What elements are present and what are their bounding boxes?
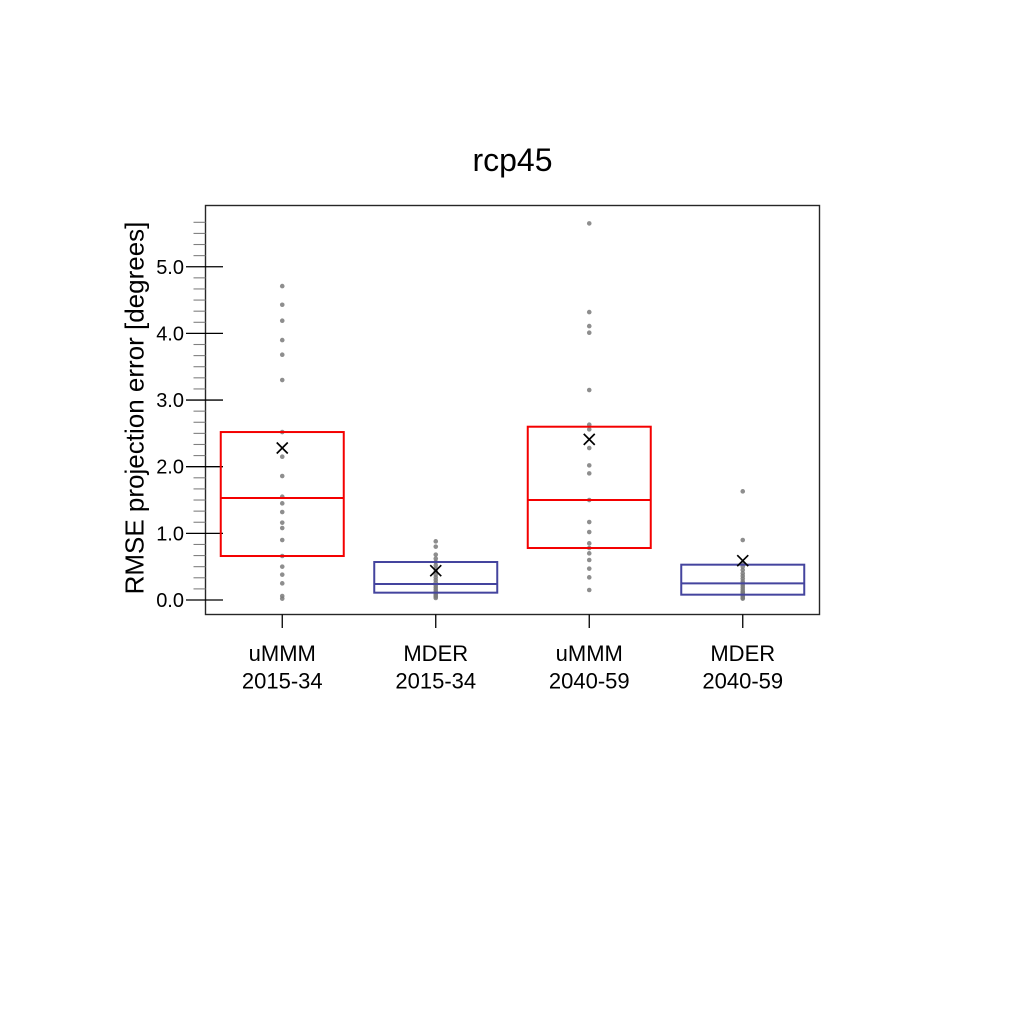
data-point: [586, 471, 592, 476]
y-axis: 0.0 1.0 2.0 3.0 4.0 5.0: [156, 221, 223, 612]
x-group-label-line1: uMMM: [556, 641, 623, 666]
data-point: [433, 552, 439, 557]
boxplot-group-MDER-2015-34: MDER 2015-34: [373, 539, 499, 694]
boxplot-group-uMMM-2040-59: uMMM 2040-59: [526, 221, 652, 694]
data-point: [586, 309, 592, 315]
data-point: [740, 537, 746, 543]
y-tick-label: 0.0: [156, 590, 184, 612]
x-group-label-line1: MDER: [710, 641, 775, 666]
data-point: [740, 596, 746, 601]
data-point: [279, 473, 285, 479]
data-point: [586, 387, 592, 393]
iqr-box: [373, 561, 499, 594]
y-axis-title: RMSE projection error [degrees]: [119, 221, 150, 595]
data-point: [586, 566, 592, 571]
boxplot-group-uMMM-2015-34: uMMM 2015-34: [219, 283, 345, 694]
data-point: [586, 557, 592, 563]
data-point: [586, 587, 592, 593]
data-point: [586, 330, 592, 336]
data-point: [740, 567, 746, 573]
x-group-label-line1: MDER: [403, 641, 468, 666]
data-point: [279, 318, 285, 324]
x-group-label-line2: 2040-59: [702, 669, 783, 694]
chart-title: rcp45: [472, 142, 553, 178]
data-point: [586, 551, 592, 556]
data-point: [279, 596, 285, 601]
data-point: [279, 520, 285, 525]
data-point: [433, 544, 439, 549]
data-point: [279, 525, 285, 531]
data-point: [279, 454, 285, 460]
y-tick-label: 4.0: [156, 323, 184, 345]
data-point: [279, 537, 285, 543]
data-point: [279, 572, 285, 577]
data-points: [279, 283, 285, 601]
y-tick-label: 2.0: [156, 457, 184, 479]
data-point: [279, 283, 285, 289]
data-point: [586, 221, 592, 226]
data-point: [279, 302, 285, 308]
iqr-box: [680, 563, 806, 596]
x-group-label-line2: 2015-34: [395, 669, 476, 694]
data-points: [586, 221, 592, 593]
iqr-box: [219, 431, 345, 558]
data-point: [433, 595, 439, 601]
data-point: [586, 445, 592, 451]
y-tick-label: 3.0: [156, 390, 184, 412]
mean-x-marker: [429, 564, 442, 577]
data-point: [586, 463, 592, 468]
data-point: [279, 352, 285, 358]
data-point: [433, 556, 439, 561]
data-point: [279, 509, 285, 515]
data-point: [279, 337, 285, 343]
data-point: [586, 323, 592, 329]
data-point: [740, 489, 746, 494]
y-tick-label: 5.0: [156, 257, 184, 279]
plot-frame: [204, 204, 821, 616]
data-point: [279, 501, 285, 506]
y-tick-label: 1.0: [156, 523, 184, 545]
data-point: [586, 529, 592, 535]
x-group-label-line2: 2040-59: [549, 669, 630, 694]
data-point: [279, 581, 285, 586]
data-point: [586, 519, 592, 525]
data-point: [279, 377, 285, 383]
x-group-label-line2: 2015-34: [242, 669, 323, 694]
data-point: [433, 539, 439, 544]
data-point: [279, 564, 285, 569]
x-group-label-line1: uMMM: [249, 641, 316, 666]
boxplot-group-MDER-2040-59: MDER 2040-59: [680, 489, 806, 694]
data-point: [586, 541, 592, 546]
data-point: [433, 563, 439, 568]
iqr-box: [526, 425, 652, 550]
mean-x-marker: [276, 441, 289, 455]
data-point: [586, 575, 592, 580]
mean-x-marker: [736, 554, 749, 567]
mean-x-marker: [583, 433, 596, 446]
data-point: [586, 427, 592, 432]
